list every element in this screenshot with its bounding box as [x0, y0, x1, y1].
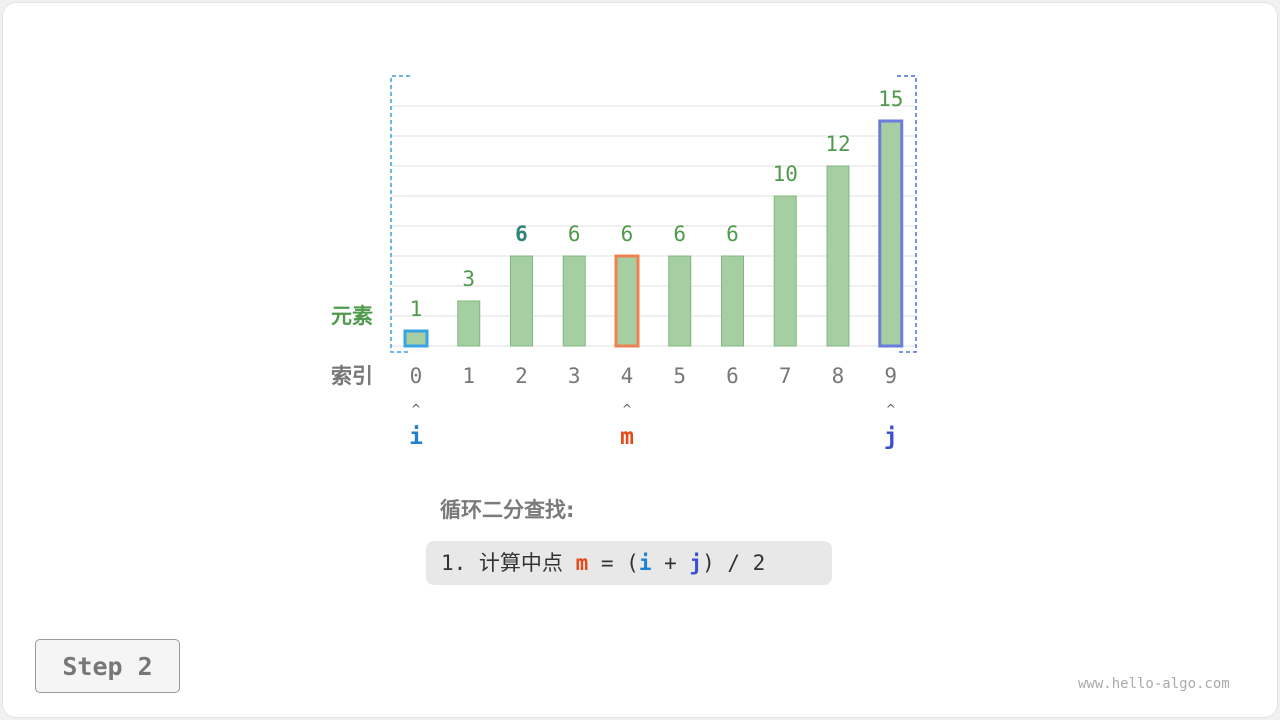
index-label: 8: [832, 364, 845, 388]
right-bracket: [897, 75, 917, 353]
pointer-highlight-j: [878, 119, 904, 348]
index-label: 0: [410, 364, 423, 388]
pointer-label-m: m: [620, 424, 634, 450]
var-m: m: [575, 551, 589, 575]
section-title: 循环二分查找:: [440, 498, 575, 522]
index-label: 4: [621, 364, 634, 388]
pointer-arrow-icon: ^: [411, 402, 421, 416]
bar: [773, 195, 797, 347]
value-label: 10: [773, 162, 798, 186]
value-label: 6: [621, 222, 634, 246]
bar: [879, 120, 903, 347]
plus-text: +: [651, 551, 690, 575]
pointer-arrow-icon: ^: [622, 402, 632, 416]
index-row-label: 索引: [331, 364, 373, 388]
elements-row-label: 元素: [331, 304, 373, 328]
value-label: 6: [726, 222, 739, 246]
step-instruction: 1. 计算中点 m = (i + j) / 2: [426, 541, 832, 585]
bar: [457, 300, 481, 347]
bar: [721, 255, 744, 347]
value-label: 6: [568, 222, 581, 246]
left-bracket: [390, 75, 410, 353]
var-i: i: [638, 551, 652, 575]
bar: [404, 330, 428, 347]
bar: [668, 255, 692, 347]
pointer-arrow-icon: ^: [886, 402, 896, 416]
index-label: 7: [779, 364, 792, 388]
watermark: www.hello-algo.com: [1078, 676, 1230, 692]
bar: [615, 255, 639, 347]
value-label: 6: [673, 222, 686, 246]
bar: [826, 165, 850, 347]
suffix-text: ) / 2: [702, 551, 766, 575]
index-label: 3: [568, 364, 581, 388]
var-j: j: [689, 551, 703, 575]
eq-text: = (: [588, 551, 639, 575]
value-label: 3: [462, 267, 475, 291]
index-label: 9: [884, 364, 897, 388]
step-button[interactable]: Step 2: [35, 639, 180, 693]
pointer-highlight-m: [614, 254, 640, 348]
index-label: 2: [515, 364, 528, 388]
pointer-label-j: j: [884, 424, 898, 450]
index-label: 5: [673, 364, 686, 388]
step-text: 1. 计算中点: [441, 551, 576, 575]
index-label: 1: [462, 364, 475, 388]
value-label: 6: [515, 222, 528, 246]
value-label: 12: [825, 132, 850, 156]
value-label: 15: [878, 87, 903, 111]
bar: [562, 255, 586, 347]
index-label: 6: [726, 364, 739, 388]
value-label: 1: [410, 297, 423, 321]
pointer-label-i: i: [409, 424, 423, 450]
bar: [510, 255, 533, 347]
pointer-highlight-i: [403, 329, 429, 348]
